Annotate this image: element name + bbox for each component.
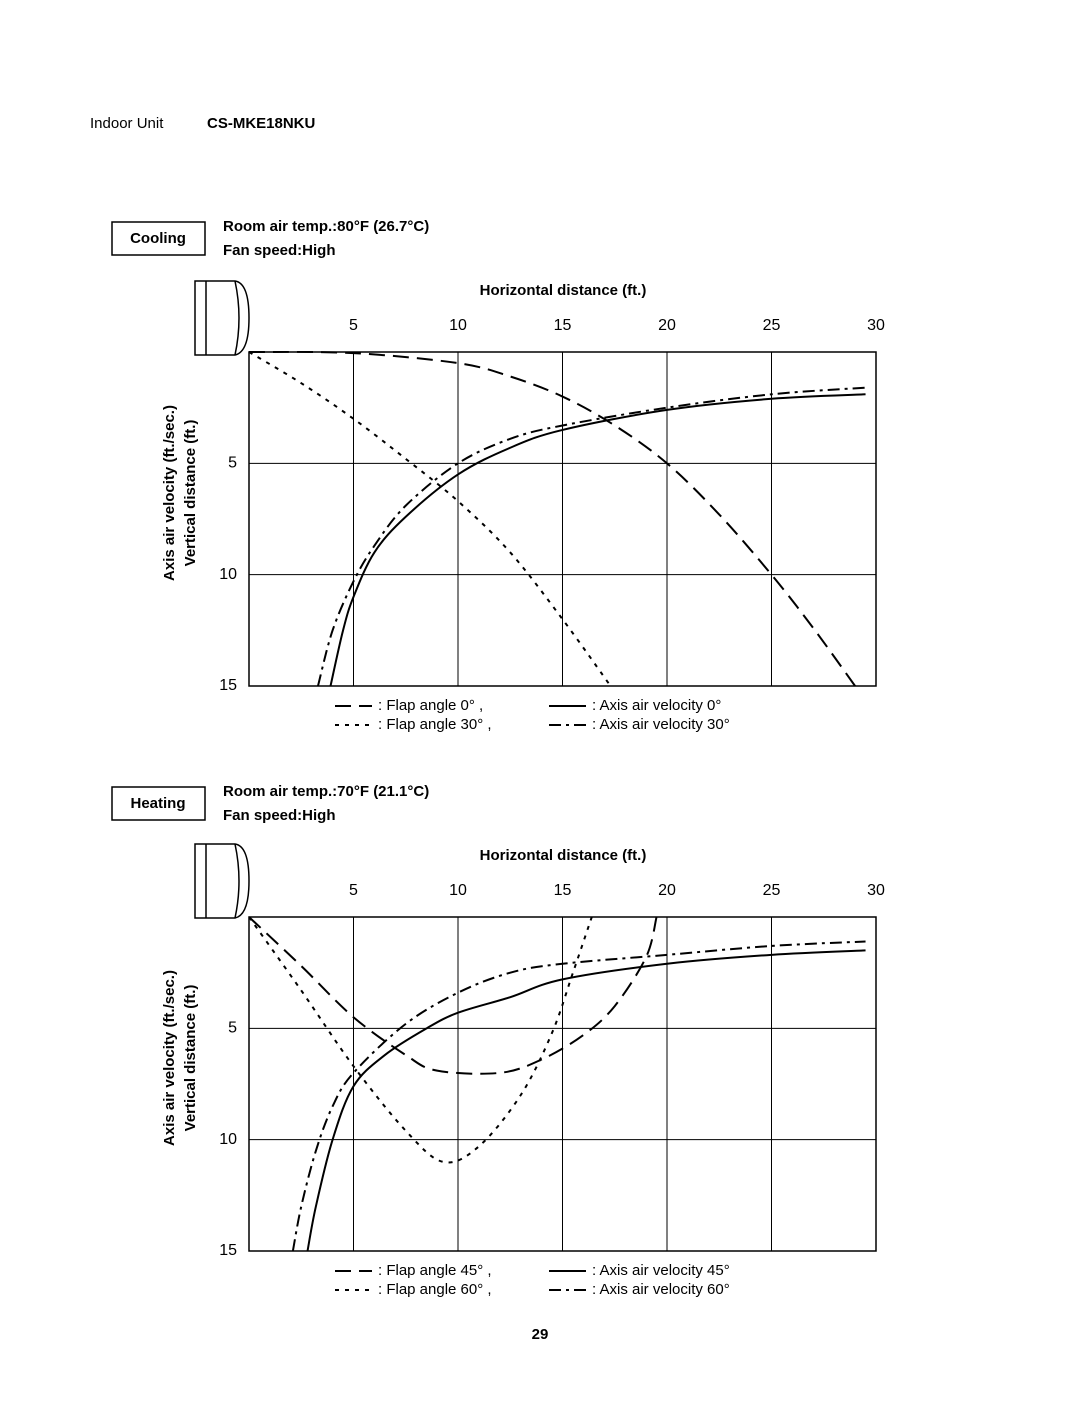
y-axis-label: Axis air velocity (ft./sec.) [161,970,178,1146]
mode-box [111,221,206,256]
legend-label: : Flap angle 0° , [378,697,483,714]
legend-label: : Axis air velocity 45° [592,1262,730,1279]
y-axis-label: Axis air velocity (ft./sec.) [161,405,178,581]
x-tick-label: 5 [349,882,358,899]
y-axis-label: Vertical distance (ft.) [182,985,199,1132]
legend-label: : Flap angle 60° , [378,1281,492,1298]
condition: Room air temp.:80°F (26.7°C) [223,218,429,235]
page-number: 29 [532,1326,549,1343]
x-axis-label: Horizontal distance (ft.) [480,282,647,299]
curve [249,916,593,1164]
mode-label: Cooling [130,230,186,247]
header-label: Indoor Unit [90,115,164,132]
curve [306,949,866,1252]
plot-frame [248,351,877,687]
legend-label: : Flap angle 45° , [378,1262,492,1279]
x-tick-label: 10 [449,317,467,334]
x-tick-label: 20 [658,317,676,334]
condition: Room air temp.:70°F (21.1°C) [223,783,429,800]
y-tick-label: 10 [219,1131,237,1148]
x-tick-label: 30 [867,317,885,334]
x-tick-label: 30 [867,882,885,899]
curve [317,386,866,687]
y-tick-label: 15 [219,1242,237,1259]
unit-icon [194,280,250,356]
x-axis-label: Horizontal distance (ft.) [480,847,647,864]
legend-label: : Axis air velocity 60° [592,1281,730,1298]
condition: Fan speed:High [223,242,336,259]
y-tick-label: 5 [228,455,237,472]
x-tick-label: 15 [554,882,572,899]
curve [249,351,612,687]
legend-label: : Axis air velocity 0° [592,697,721,714]
curve [291,940,866,1252]
header-model: CS-MKE18NKU [207,115,315,132]
y-axis-label: Vertical distance (ft.) [182,420,199,567]
legend-label: : Flap angle 30° , [378,716,492,733]
x-tick-label: 10 [449,882,467,899]
plot-frame [248,916,877,1252]
x-tick-label: 25 [763,317,781,334]
x-tick-label: 20 [658,882,676,899]
unit-icon [194,843,250,919]
curve [249,351,856,687]
mode-box [111,786,206,821]
curve [329,393,866,687]
condition: Fan speed:High [223,807,336,824]
mode-label: Heating [130,795,185,812]
x-tick-label: 5 [349,317,358,334]
y-tick-label: 15 [219,677,237,694]
x-tick-label: 15 [554,317,572,334]
curve [249,916,658,1075]
x-tick-label: 25 [763,882,781,899]
y-tick-label: 10 [219,566,237,583]
y-tick-label: 5 [228,1020,237,1037]
legend-label: : Axis air velocity 30° [592,716,730,733]
